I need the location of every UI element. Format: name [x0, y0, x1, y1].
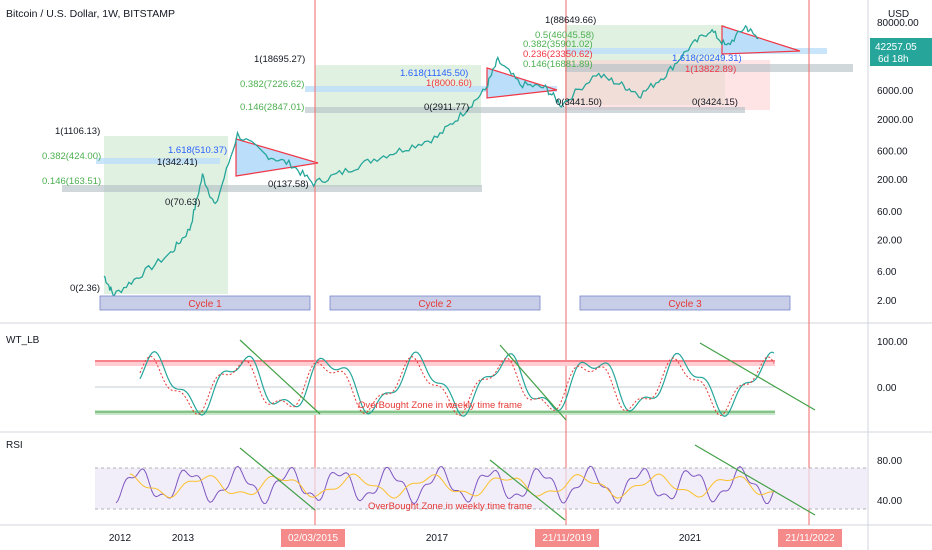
cycle-2-label: Cycle 2 [418, 299, 452, 310]
x-tag: 02/03/2015 [288, 533, 338, 544]
fib-label: 1(8000.60) [426, 78, 472, 89]
fib-label: 0(2.36) [70, 283, 100, 294]
fib-label: 1(13822.89) [685, 64, 736, 75]
x-tick: 2021 [679, 533, 702, 544]
fib-label: 0.5(46045.58) [535, 30, 594, 41]
fib-label: 0.146(2847.01) [240, 102, 304, 113]
fib-label: 0(70.63) [165, 197, 200, 208]
price-series-line [103, 24, 759, 299]
rsi-title: RSI [6, 440, 23, 451]
y-tick: 20.00 [877, 236, 902, 247]
currency-label: USD [888, 9, 909, 20]
rsi-tick: 40.00 [877, 496, 902, 507]
y-tick: 200.00 [877, 175, 908, 186]
chart-title: Bitcoin / U.S. Dollar, 1W, BITSTAMP [6, 8, 175, 20]
price-tag-value: 42257.05 [875, 42, 917, 53]
rsi-tick: 80.00 [877, 456, 902, 467]
wt-signal-line [139, 355, 775, 417]
y-tick: 80000.00 [877, 18, 919, 29]
wt-tick: 0.00 [877, 383, 897, 394]
wt-title: WT_LB [6, 335, 40, 346]
cycle-3-label: Cycle 3 [668, 299, 702, 310]
fib-label: 0(2911.77) [424, 102, 469, 113]
x-tick: 2017 [426, 533, 449, 544]
cycle-1-label: Cycle 1 [188, 299, 222, 310]
fib-label: 0(137.58) [268, 179, 309, 190]
fib-label: 0.146(16881.89) [523, 59, 593, 70]
fib-labels: 1(1106.13) 1.618(510.37) 0.382(424.00) 1… [42, 15, 742, 294]
fib-label: 0.236(23350.62) [523, 49, 593, 60]
fib-label: 1(18695.27) [254, 54, 305, 65]
fib-label: 1.618(20249.31) [672, 53, 742, 64]
wt-annotation: OverBought Zone in weekly time frame [358, 400, 522, 411]
fib-label: 0.382(7226.62) [240, 79, 304, 90]
rsi-annotation: OverBought Zone in weekly time frame [368, 501, 532, 512]
osc-y-axis: 100.00 0.00 80.00 40.00 [877, 337, 908, 507]
price-tag: 42257.05 6d 18h [870, 38, 932, 66]
y-tick: 2.00 [877, 296, 897, 307]
fib-label: 0.146(163.51) [42, 176, 101, 187]
fib-label: 0.382(35901.02) [523, 39, 593, 50]
cycle-boxes: Cycle 1 Cycle 2 Cycle 3 [99, 295, 791, 311]
fib-label: 0(3424.15) [692, 97, 738, 108]
y-tick: 2000.00 [877, 115, 914, 126]
fib-zones [62, 25, 853, 294]
rsi-ma-line [129, 473, 775, 499]
y-tick: 6.00 [877, 267, 897, 278]
fib-label: 0(3441.50) [556, 97, 602, 108]
cycle-vlines [314, 0, 810, 525]
y-tick: 6000.00 [877, 86, 914, 97]
rsi-series-line [115, 465, 775, 505]
x-tick: 2012 [109, 533, 132, 544]
wt-series-line [139, 351, 775, 417]
fib-label: 0.382(424.00) [42, 151, 101, 162]
rsi-panel: RSI OverBought Zone in weekly time frame [6, 440, 868, 521]
price-tag-countdown: 6d 18h [878, 54, 909, 65]
fib-label: 1.618(11145.50) [400, 68, 468, 79]
y-tick: 60.00 [877, 207, 902, 218]
fib-label: 1(1106.13) [55, 126, 100, 137]
wt-tick: 100.00 [877, 337, 908, 348]
wt-panel: WT_LB OverBought Zone in weekly time fra… [6, 335, 816, 421]
x-axis: 2012 2013 2017 2021 02/03/2015 21/11/201… [109, 529, 842, 547]
x-tick: 2013 [172, 533, 195, 544]
x-tag: 21/11/2019 [542, 533, 592, 544]
fib-label: 1.618(510.37) [168, 145, 227, 156]
fib-label: 1(342.41) [157, 157, 198, 168]
y-tick: 600.00 [877, 146, 908, 157]
fib-label: 1(88649.66) [545, 15, 596, 26]
x-tag: 21/11/2022 [785, 533, 835, 544]
